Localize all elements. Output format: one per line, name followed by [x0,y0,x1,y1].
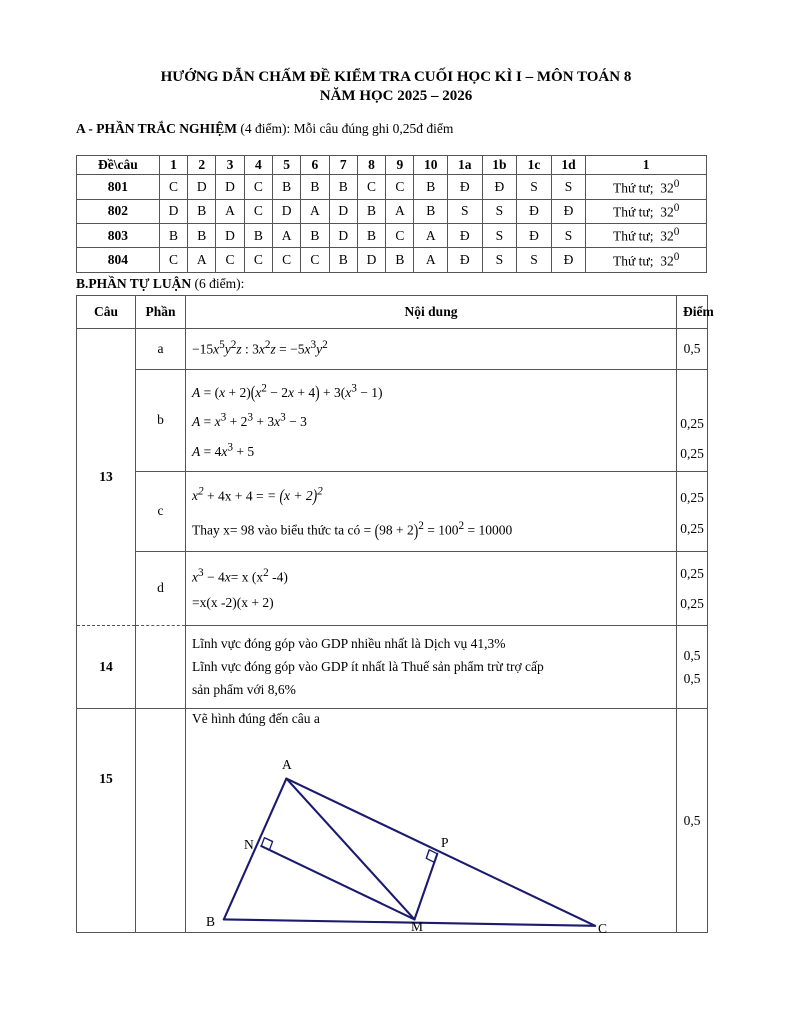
svg-text:P: P [441,835,449,850]
svg-text:C: C [598,921,607,936]
svg-text:M: M [411,919,423,934]
svg-text:A: A [282,757,292,772]
svg-text:N: N [244,837,254,852]
svg-text:B: B [206,914,215,929]
